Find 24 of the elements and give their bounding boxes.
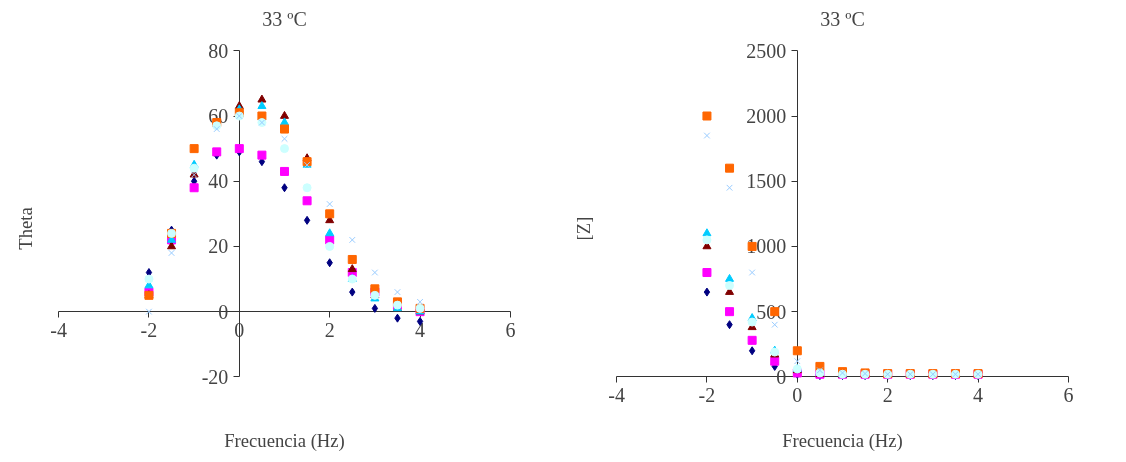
x-axis-title: Frecuencia (Hz) — [782, 429, 903, 452]
chart-title: 33 ºC — [262, 7, 307, 30]
y-tick-label: 1500 — [746, 170, 787, 193]
x-axis-title: Frecuencia (Hz) — [224, 429, 345, 452]
x-tick-label: -2 — [140, 318, 158, 341]
x-tick-label: 0 — [792, 383, 803, 406]
y-axis-title: [Z] — [572, 216, 594, 241]
x-tick-label: 4 — [415, 318, 426, 341]
x-tick-label: 6 — [505, 318, 516, 341]
x-tick-label: 2 — [882, 383, 893, 406]
x-tick-label: -4 — [50, 318, 67, 341]
chart-title: 33 ºC — [820, 7, 865, 30]
y-tick-label: 2500 — [746, 39, 787, 62]
y-tick-label: -20 — [201, 365, 229, 388]
y-tick-label: 80 — [208, 39, 229, 62]
x-tick-label: 6 — [1063, 383, 1074, 406]
y-tick-label: 40 — [208, 170, 229, 193]
x-tick-label: -4 — [608, 383, 625, 406]
y-tick-label: 20 — [208, 235, 229, 258]
y-axis-title: Theta — [14, 206, 36, 250]
y-tick-label: 2000 — [746, 105, 787, 128]
x-tick-label: 4 — [973, 383, 984, 406]
x-tick-label: 2 — [324, 318, 335, 341]
x-tick-label: -2 — [698, 383, 716, 406]
